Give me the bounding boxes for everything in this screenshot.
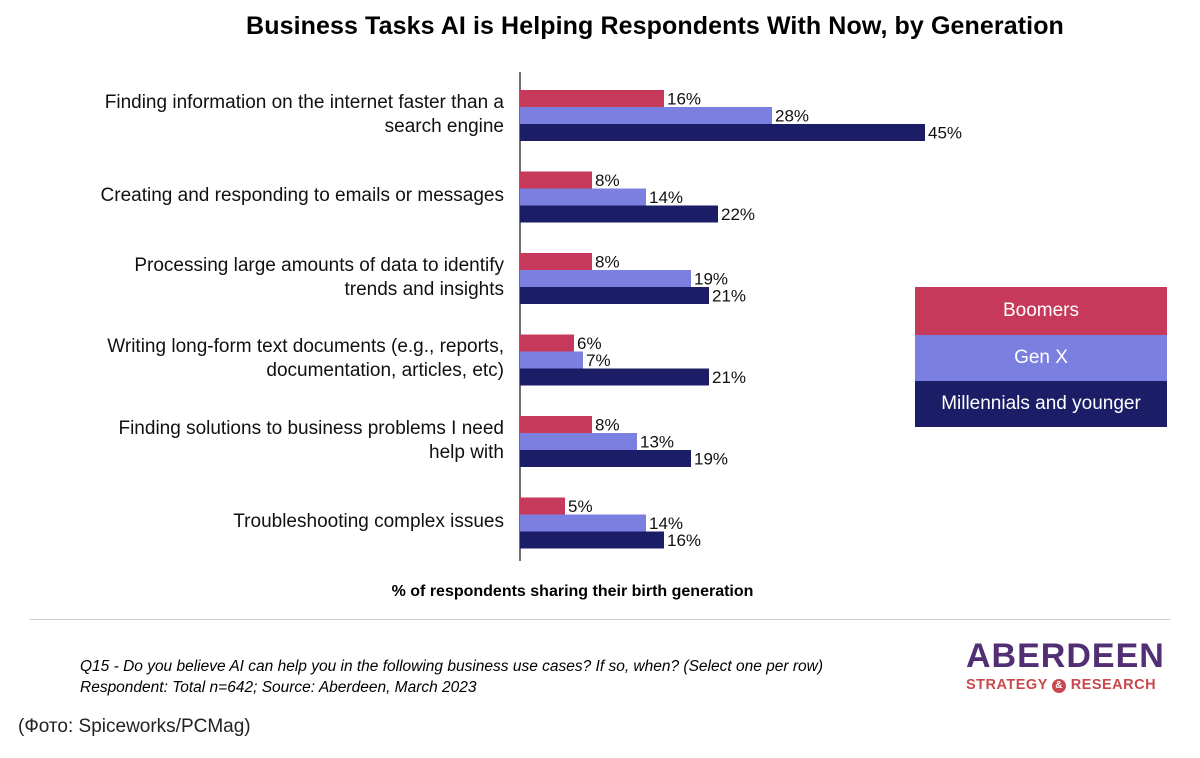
category-label: Finding information on the internet fast… (34, 91, 504, 139)
data-label: 16% (667, 531, 701, 550)
brand-sub-right: RESEARCH (1070, 677, 1157, 693)
category-label: Creating and responding to emails or mes… (34, 184, 504, 208)
bar-chart: 16%28%45%8%14%22%8%19%21%6%7%21%8%13%19%… (519, 72, 962, 561)
brand-sub-left: STRATEGY (966, 677, 1048, 693)
data-label: 21% (712, 287, 746, 306)
category-label-line: Troubleshooting complex issues (233, 511, 504, 532)
category-label-line: help with (429, 441, 504, 463)
bar-gen-x-3 (520, 351, 583, 369)
data-label: 5% (568, 497, 593, 516)
category-label-line: Processing large amounts of data to iden… (134, 254, 504, 276)
legend: Boomers Gen X Millennials and younger (915, 287, 1167, 427)
bar-millennials-and-younger-4 (520, 450, 691, 467)
bar-millennials-and-younger-1 (520, 205, 718, 223)
bar-gen-x-5 (520, 514, 646, 532)
category-label-line: Writing long-form text documents (e.g., … (107, 336, 504, 357)
x-axis-label: % of respondents sharing their birth gen… (391, 583, 754, 600)
data-label: 21% (712, 368, 746, 387)
bar-boomers-5 (520, 497, 565, 515)
legend-item-boomers: Boomers (915, 287, 1167, 335)
data-label: 19% (694, 450, 728, 469)
category-label: Troubleshooting complex issues (34, 510, 504, 534)
data-label: 16% (667, 90, 701, 109)
bar-gen-x-0 (520, 107, 772, 124)
brand-subtitle: STRATEGY & RESEARCH (966, 677, 1166, 693)
bar-gen-x-2 (520, 270, 691, 287)
bar-boomers-1 (520, 171, 592, 189)
bar-gen-x-1 (520, 188, 646, 206)
data-label: 13% (640, 433, 674, 452)
data-label: 14% (649, 188, 683, 207)
footer-divider (30, 619, 1170, 620)
photo-credit: (Фото: Spiceworks/PCMag) (18, 716, 251, 737)
footnote-respondents: Respondent: Total n=642; Source: Aberdee… (80, 679, 477, 696)
category-label: Processing large amounts of data to iden… (34, 254, 504, 302)
category-label-line: Finding solutions to business problems I… (118, 417, 504, 439)
data-label: 45% (928, 124, 962, 143)
category-label: Writing long-form text documents (e.g., … (34, 335, 504, 383)
category-label-line: trends and insights (344, 278, 505, 300)
category-label-line: documentation, articles, etc) (266, 360, 504, 381)
bar-boomers-0 (520, 90, 664, 107)
category-label: Finding solutions to business problems I… (34, 417, 504, 465)
footnote: Q15 - Do you believe AI can help you in … (80, 656, 823, 698)
bar-millennials-and-younger-2 (520, 287, 709, 304)
data-label: 8% (595, 253, 620, 272)
data-label: 22% (721, 205, 755, 224)
bar-millennials-and-younger-3 (520, 368, 709, 386)
bar-gen-x-4 (520, 433, 637, 450)
category-label-line: Creating and responding to emails or mes… (100, 185, 504, 206)
brand-name: ABERDEEN (966, 637, 1165, 675)
data-label: 19% (694, 270, 728, 289)
data-label: 7% (586, 351, 611, 370)
data-label: 14% (649, 514, 683, 533)
category-label-line: search engine (384, 115, 504, 137)
chart-title: Business Tasks AI is Helping Respondents… (246, 12, 1064, 40)
bar-boomers-2 (520, 253, 592, 270)
data-label: 6% (577, 334, 602, 353)
footnote-question: Q15 - Do you believe AI can help you in … (80, 658, 823, 675)
aberdeen-logo: ABERDEEN STRATEGY & RESEARCH (966, 637, 1166, 693)
legend-item-millennials: Millennials and younger (915, 381, 1167, 427)
data-label: 28% (775, 107, 809, 126)
bar-millennials-and-younger-5 (520, 531, 664, 549)
bar-boomers-4 (520, 416, 592, 433)
bar-boomers-3 (520, 334, 574, 352)
category-label-line: Finding information on the internet fast… (104, 91, 504, 113)
data-label: 8% (595, 171, 620, 190)
bar-millennials-and-younger-0 (520, 124, 925, 141)
brand-amp: & (1052, 679, 1067, 693)
data-label: 8% (595, 416, 620, 435)
legend-item-gen-x: Gen X (915, 335, 1167, 381)
